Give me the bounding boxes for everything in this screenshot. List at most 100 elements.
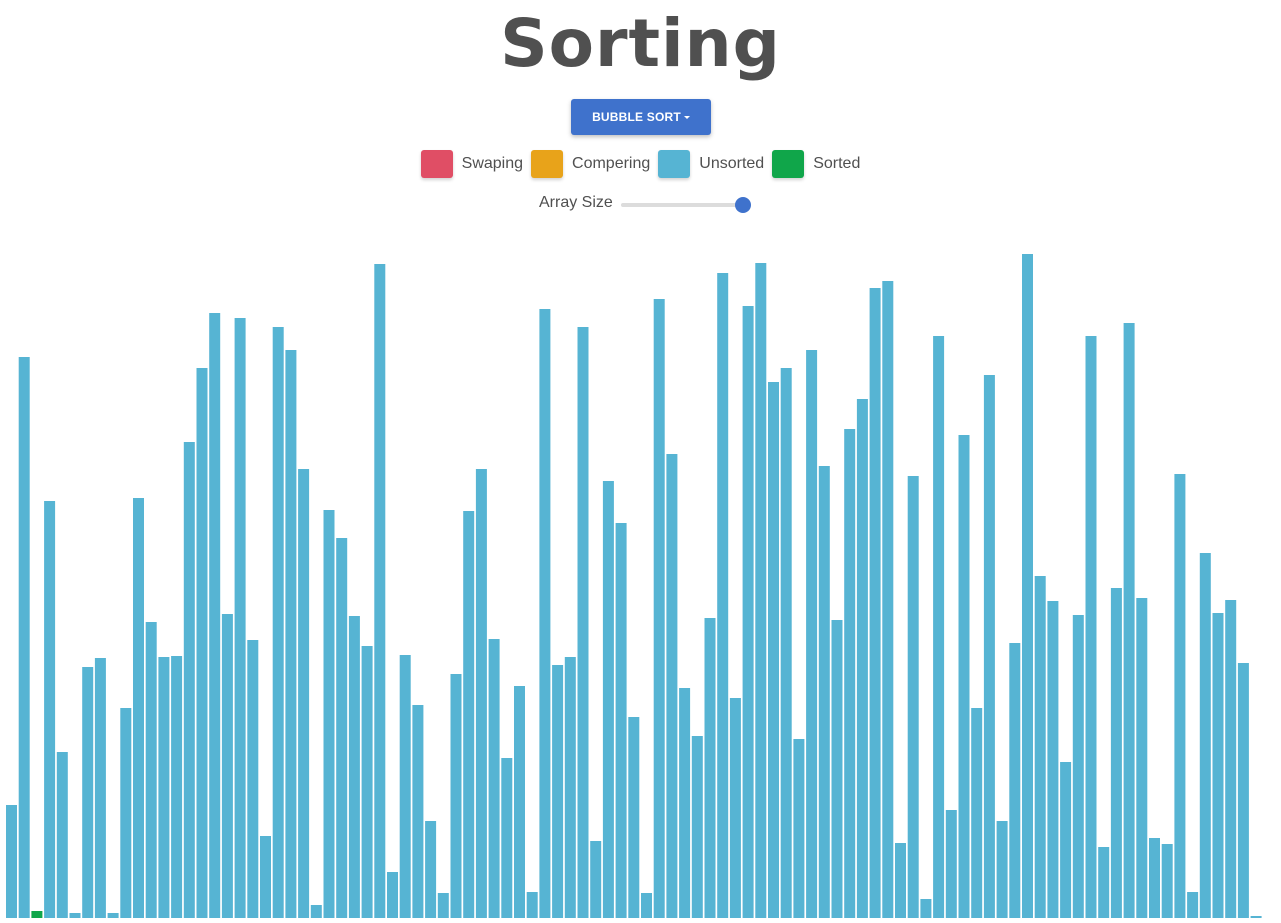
array-bar	[171, 656, 183, 918]
array-bar	[260, 836, 271, 918]
array-bar	[577, 327, 589, 918]
array-bar	[374, 264, 386, 918]
array-bar	[1047, 601, 1059, 918]
array-bar	[1149, 838, 1160, 918]
array-bar	[399, 655, 411, 918]
array-bar	[247, 640, 259, 918]
array-bar	[679, 688, 691, 918]
caret-down-icon	[683, 115, 690, 119]
array-bar	[768, 382, 779, 918]
array-bar	[1022, 254, 1033, 918]
array-bar	[1060, 762, 1072, 918]
array-bar	[806, 350, 818, 918]
array-bar	[120, 708, 132, 918]
array-bar	[107, 913, 119, 918]
array-bar	[539, 309, 551, 918]
array-bar	[1225, 600, 1237, 918]
legend-item-swaping: Swaping	[420, 150, 524, 178]
array-bar	[590, 841, 602, 918]
legend-item-sorted: Sorted	[772, 150, 860, 178]
array-size-label: Array Size	[539, 194, 613, 211]
array-bar	[234, 318, 246, 918]
array-bar	[336, 538, 348, 918]
array-bar	[615, 523, 627, 918]
array-bar	[6, 805, 17, 918]
array-bar	[641, 893, 652, 918]
array-bar	[933, 336, 945, 918]
array-bar	[463, 511, 475, 918]
array-bar	[856, 399, 868, 918]
array-bar	[488, 639, 500, 918]
array-bar	[958, 435, 970, 918]
array-bar	[971, 708, 983, 918]
array-bar	[1212, 613, 1224, 918]
array-bar	[1034, 576, 1046, 918]
array-bar	[704, 618, 716, 918]
array-bar	[1085, 336, 1097, 918]
array-bar	[1009, 643, 1021, 918]
array-bar	[18, 357, 30, 918]
array-bar	[831, 620, 843, 918]
array-bar	[793, 739, 805, 918]
page-title: Sorting	[500, 5, 781, 82]
array-size-slider-thumb[interactable]	[734, 197, 751, 213]
array-bar	[361, 646, 373, 918]
legend-label-unsorted: Unsorted	[699, 155, 765, 172]
array-bar	[437, 893, 449, 918]
legend-item-compering: Compering	[531, 150, 650, 178]
array-bar	[628, 717, 640, 918]
array-bar	[1110, 588, 1122, 918]
array-bar	[1174, 474, 1186, 918]
array-bar	[945, 810, 957, 918]
array-bar	[158, 657, 170, 918]
array-bar	[450, 674, 462, 918]
array-size-control: Array Size	[539, 193, 751, 217]
array-bar	[755, 263, 767, 918]
algorithm-dropdown-button[interactable]: BUBBLE SORT	[571, 99, 711, 135]
array-bar	[1250, 916, 1262, 918]
array-bar	[475, 469, 487, 918]
array-bar	[56, 752, 68, 918]
array-bar	[691, 736, 703, 918]
array-bar	[869, 288, 881, 918]
array-bar	[526, 892, 538, 918]
array-bar	[920, 899, 932, 918]
array-bar	[1072, 615, 1084, 918]
array-bar	[907, 476, 919, 918]
array-bar	[983, 375, 995, 918]
array-bar	[742, 306, 754, 918]
array-bar	[323, 510, 335, 918]
array-bar	[653, 299, 665, 918]
legend-label-compering: Compering	[572, 155, 651, 172]
array-bar	[1161, 844, 1173, 918]
swatch-unsorted	[658, 150, 691, 178]
array-bar	[298, 469, 310, 918]
array-bar	[310, 905, 322, 918]
array-size-slider[interactable]	[620, 197, 751, 213]
algorithm-button-label: BUBBLE SORT	[592, 110, 681, 124]
swatch-sorted	[772, 150, 805, 178]
array-bar	[44, 501, 56, 918]
array-bar	[564, 657, 576, 918]
array-bar	[882, 281, 894, 918]
swatch-swaping	[420, 150, 453, 178]
legend-label-sorted: Sorted	[813, 155, 861, 172]
array-bar	[818, 466, 830, 918]
array-bar	[729, 698, 741, 918]
array-bar	[387, 872, 398, 918]
array-bar	[196, 368, 208, 918]
color-legend: Swaping Compering Unsorted Sorted	[0, 150, 1281, 178]
array-bar	[514, 686, 525, 918]
array-bar	[285, 350, 297, 918]
legend-label-swaping: Swaping	[461, 155, 524, 172]
array-bar	[1187, 892, 1199, 918]
array-bar	[844, 429, 856, 918]
array-bar	[1136, 598, 1148, 918]
array-bar	[183, 442, 195, 918]
array-bar	[412, 705, 424, 918]
array-bar	[1199, 553, 1211, 918]
array-bar	[31, 911, 43, 918]
array-bar	[895, 843, 906, 918]
array-bar	[272, 327, 284, 918]
